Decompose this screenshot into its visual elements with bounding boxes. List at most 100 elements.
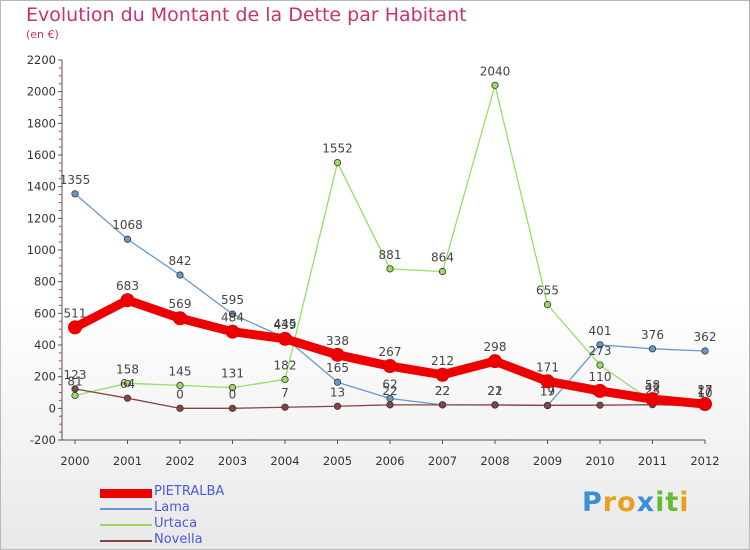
data-label-pietralba: 58 (645, 378, 660, 392)
data-point-novella (543, 401, 552, 409)
legend-label: PIETRALBA (154, 484, 225, 499)
data-label-pietralba: 338 (326, 334, 349, 348)
data-label-pietralba: 569 (169, 297, 192, 311)
data-point-pietralba (120, 293, 135, 308)
data-label-novella: 19 (540, 384, 555, 398)
data-label-urtaca: 158 (116, 362, 139, 376)
data-label-pietralba: 298 (484, 340, 507, 354)
data-point-lama (596, 341, 604, 349)
x-tick-label: 2009 (533, 454, 562, 468)
legend-label: Novella (154, 532, 203, 547)
data-point-urtaca (123, 379, 132, 387)
data-label-lama: 17 (540, 385, 555, 399)
chart-title: Evolution du Montant de la Dette par Hab… (26, 4, 467, 26)
data-label-urtaca: 131 (221, 367, 244, 381)
legend-label: Lama (154, 500, 190, 515)
data-point-lama (333, 378, 342, 386)
legend-swatch (100, 524, 152, 526)
data-point-urtaca (333, 159, 342, 167)
logo-letter: P (582, 487, 603, 518)
data-point-lama (648, 345, 657, 353)
data-point-novella (333, 402, 342, 410)
data-label-lama: 62 (382, 378, 397, 392)
data-point-novella (228, 404, 237, 412)
data-point-urtaca (281, 375, 289, 384)
data-point-urtaca (596, 361, 604, 369)
x-tick-label: 2005 (323, 454, 352, 468)
y-tick-label: 1000 (27, 243, 56, 257)
data-label-urtaca: 881 (379, 248, 402, 262)
data-point-pietralba (593, 383, 607, 398)
data-label-lama: 22 (487, 384, 502, 398)
data-point-urtaca (438, 267, 447, 276)
x-tick-label: 2002 (165, 454, 194, 468)
data-label-novella: 13 (330, 385, 345, 399)
legend-swatch (100, 540, 152, 542)
y-tick-label: 2200 (27, 53, 56, 67)
data-point-novella (281, 403, 289, 411)
data-point-lama (701, 347, 709, 355)
logo-letter: i (655, 487, 666, 518)
data-point-novella (123, 394, 132, 402)
data-label-novella: 123 (64, 368, 87, 382)
data-point-urtaca (543, 301, 552, 309)
x-tick-label: 2000 (60, 454, 89, 468)
data-point-pietralba (330, 347, 345, 362)
x-tick-label: 2001 (113, 454, 142, 468)
data-label-lama: 401 (589, 324, 612, 338)
data-label-urtaca: 81 (67, 375, 82, 389)
data-label-pietralba: 683 (116, 279, 139, 293)
y-tick-label: 0 (49, 401, 56, 415)
data-point-lama (71, 190, 79, 198)
data-point-urtaca (176, 381, 184, 389)
y-tick-label: 600 (34, 306, 56, 320)
legend-label: Urtaca (154, 516, 198, 531)
legend-swatch (100, 508, 152, 510)
data-point-novella (438, 401, 447, 409)
data-point-novella (386, 401, 394, 409)
data-label-lama: 165 (326, 361, 349, 375)
logo-letter: i (679, 487, 690, 518)
data-label-lama: 595 (221, 293, 244, 307)
y-tick-label: 800 (34, 275, 56, 289)
data-label-lama: 376 (641, 328, 664, 342)
data-label-lama: 1355 (60, 173, 91, 187)
data-point-pietralba (383, 359, 397, 374)
data-point-pietralba (435, 367, 450, 382)
data-point-pietralba (540, 374, 555, 389)
data-label-urtaca: 182 (274, 359, 297, 373)
data-label-pietralba: 511 (64, 306, 87, 320)
data-point-urtaca (491, 81, 499, 89)
x-tick-label: 2006 (375, 454, 404, 468)
data-label-pietralba: 212 (431, 354, 454, 368)
y-tick-label: -200 (30, 433, 56, 447)
data-label-urtaca: 273 (589, 344, 612, 358)
data-point-pietralba (68, 320, 82, 335)
data-point-urtaca (228, 383, 237, 392)
x-tick-label: 2008 (480, 454, 509, 468)
y-tick-label: 400 (34, 338, 56, 352)
data-label-urtaca: 2040 (480, 64, 511, 78)
data-label-lama: 22 (435, 384, 450, 398)
data-point-novella (596, 401, 604, 409)
x-tick-label: 2011 (638, 454, 667, 468)
data-point-lama (228, 310, 237, 318)
data-label-novella: 7 (281, 386, 289, 400)
data-point-novella (71, 385, 79, 393)
data-point-novella (176, 404, 184, 412)
data-label-lama: 445 (274, 317, 297, 331)
data-point-lama (123, 235, 132, 243)
legend-swatch (100, 489, 152, 498)
data-label-novella: 22 (382, 384, 397, 398)
y-tick-label: 2000 (27, 85, 56, 99)
x-tick-label: 2004 (270, 454, 299, 468)
x-tick-label: 2007 (428, 454, 457, 468)
data-point-pietralba (225, 324, 240, 339)
data-point-pietralba (698, 397, 712, 412)
data-label-novella: 0 (229, 387, 237, 401)
x-tick-label: 2010 (585, 454, 614, 468)
data-label-lama: 362 (694, 330, 717, 344)
data-point-pietralba (645, 392, 660, 407)
